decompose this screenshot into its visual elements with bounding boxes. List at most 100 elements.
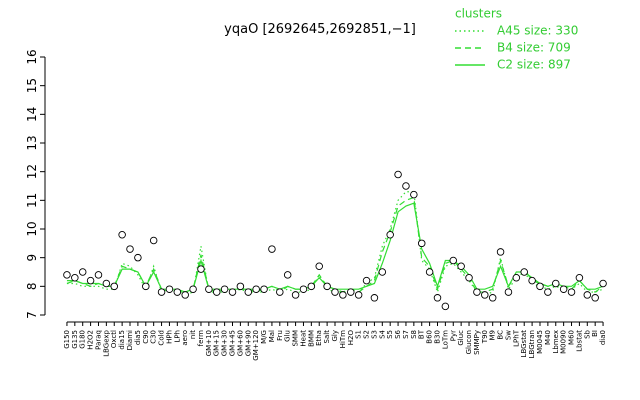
- x-tick-label: nit: [189, 330, 197, 339]
- x-tick-label: S8: [410, 330, 418, 339]
- x-tick-label: M/G: [260, 330, 268, 344]
- x-tick-label: Sb: [583, 329, 591, 338]
- x-tick-label: B60: [426, 330, 434, 344]
- data-point: [283, 271, 292, 279]
- x-tick-label: C90: [142, 330, 150, 344]
- legend-label: C2 size: 897: [497, 58, 571, 72]
- x-tick-label: S1: [355, 330, 363, 339]
- x-tick-label: H2O2: [87, 330, 95, 350]
- data-point: [488, 294, 497, 302]
- x-tick-label: GM+10: [205, 330, 213, 356]
- x-tick-label: LoTm: [441, 330, 449, 349]
- x-tick-label: BI: [591, 330, 599, 337]
- data-point: [457, 262, 465, 271]
- x-tick-label: BMM: [307, 330, 315, 347]
- x-tick-label: SMMPy: [473, 330, 481, 355]
- y-tick-label: 11: [25, 193, 39, 208]
- data-point: [354, 291, 363, 299]
- data-point: [504, 288, 513, 296]
- y-tick-label: 15: [25, 78, 39, 93]
- data-point: [512, 273, 521, 282]
- data-point: [94, 271, 103, 279]
- x-tick-label: C30: [150, 330, 158, 344]
- data-point: [394, 170, 402, 179]
- x-tick-label: Glu: [284, 330, 292, 342]
- x-tick-label: M40: [544, 330, 552, 345]
- x-tick-label: Gly: [331, 330, 339, 342]
- data-point: [189, 285, 197, 293]
- data-point: [260, 285, 268, 293]
- y-tick-label: 9: [25, 254, 39, 262]
- data-point: [425, 268, 434, 276]
- x-tick-label: LPh: [173, 330, 181, 343]
- data-point: [220, 285, 229, 293]
- x-tick-label: ferm: [197, 330, 205, 347]
- x-tick-label: S3: [370, 330, 378, 339]
- x-tick-label: GM+45: [229, 330, 237, 356]
- x-tick-label: Oxctl: [110, 330, 118, 348]
- data-point: [110, 282, 118, 291]
- data-point: [323, 282, 331, 291]
- x-tick-label: M0045: [536, 330, 544, 354]
- data-point: [473, 288, 481, 296]
- x-tick-label: HPh: [165, 330, 173, 344]
- data-point: [102, 279, 111, 288]
- data-point: [386, 230, 394, 239]
- data-point: [134, 253, 142, 262]
- data-point: [212, 288, 221, 296]
- data-point: [544, 288, 552, 296]
- x-tick-label: Sw: [504, 330, 512, 340]
- data-point: [441, 302, 450, 311]
- x-tick-label: S4: [378, 329, 386, 338]
- data-point: [583, 291, 592, 299]
- y-tick-label: 7: [25, 311, 39, 319]
- x-tick-label: Heat: [299, 330, 307, 347]
- x-tick-label: G180: [79, 330, 87, 349]
- data-point: [252, 285, 260, 293]
- x-tick-label: BC: [497, 330, 505, 340]
- x-tick-label: GM+30: [221, 330, 229, 356]
- legend-label: A45 size: 330: [497, 24, 578, 38]
- x-tick-label: M9: [489, 330, 497, 341]
- data-point: [71, 273, 79, 282]
- data-point: [465, 273, 473, 282]
- x-tick-label: dia5: [134, 330, 142, 345]
- data-point: [236, 282, 245, 291]
- data-point: [528, 276, 536, 285]
- data-point: [63, 271, 71, 279]
- data-point: [228, 288, 237, 296]
- data-point: [402, 182, 410, 190]
- data-point: [291, 291, 300, 299]
- x-tick-label: B30: [433, 330, 441, 344]
- data-point: [276, 288, 284, 296]
- data-point: [126, 245, 134, 253]
- x-tick-label: S7: [402, 330, 410, 339]
- data-point: [173, 288, 182, 296]
- data-point: [575, 273, 584, 282]
- x-tick-label: S5: [386, 330, 394, 339]
- y-tick-label: 13: [25, 135, 39, 150]
- x-tick-label: T90: [481, 330, 489, 344]
- x-tick-label: M0090: [560, 330, 568, 354]
- data-point: [417, 239, 426, 248]
- x-tick-label: G135: [71, 330, 79, 349]
- x-tick-label: Lbstat: [575, 330, 583, 352]
- x-tick-label: H2O: [347, 330, 355, 346]
- data-point: [244, 288, 253, 296]
- x-tick-label: Cold: [158, 330, 166, 346]
- data-point: [165, 285, 174, 293]
- x-tick-label: GM+90: [244, 330, 252, 356]
- x-tick-label: LBGstat: [520, 330, 528, 358]
- data-point: [433, 294, 442, 302]
- data-point: [307, 282, 316, 291]
- data-point: [339, 291, 347, 299]
- data-point: [157, 288, 166, 296]
- x-tick-label: GM+15: [213, 330, 221, 356]
- legend-title: clusters: [455, 7, 502, 21]
- series-line: [66, 202, 604, 293]
- x-tick-label: Diami: [126, 330, 134, 350]
- x-tick-label: Paraq: [94, 330, 102, 350]
- data-point: [378, 268, 387, 276]
- y-tick-label: 14: [25, 107, 39, 122]
